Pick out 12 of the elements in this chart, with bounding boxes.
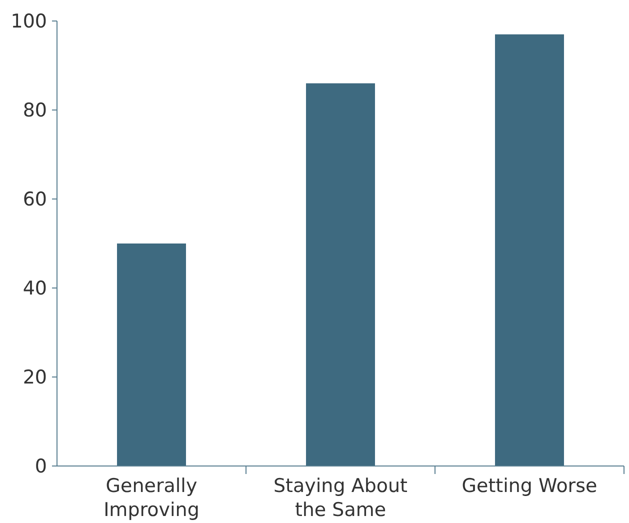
y-tick-label: 40 bbox=[22, 278, 47, 300]
x-tick-label: Staying About the Same bbox=[274, 475, 408, 521]
y-tick-label: 0 bbox=[34, 456, 47, 478]
bar bbox=[306, 83, 375, 466]
y-tick-label: 20 bbox=[22, 366, 47, 389]
y-tick-label: 60 bbox=[22, 188, 47, 211]
bar bbox=[495, 34, 564, 466]
y-tick-label: 100 bbox=[10, 10, 47, 33]
x-tick-label: Getting Worse bbox=[462, 475, 598, 497]
bar bbox=[117, 244, 186, 466]
y-tick-label: 80 bbox=[22, 100, 47, 122]
x-tick-label: Generally Improving bbox=[104, 475, 200, 521]
